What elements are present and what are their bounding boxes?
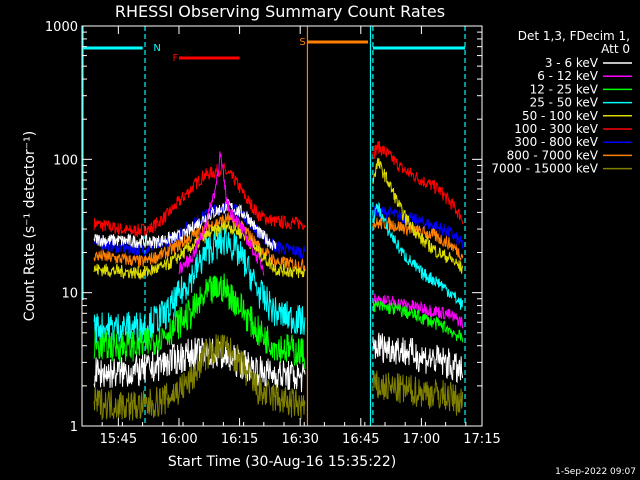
series-1-curve-5-1 — [372, 293, 464, 329]
legend-label-8: 7000 - 15000 keV — [491, 162, 598, 176]
x-axis-label: Start Time (30-Aug-16 15:35:22) — [168, 454, 396, 470]
y-tick-label-3: 1000 — [45, 20, 78, 35]
legend-label-4: 50 - 100 keV — [522, 109, 599, 123]
y-axis-label: Count Rate (s⁻¹ detector⁻¹) — [22, 131, 38, 321]
chart-title: RHESSI Observing Summary Count Rates — [115, 2, 445, 21]
annotation-n: N — [153, 43, 160, 54]
y-tick-label-1: 10 — [61, 287, 78, 302]
legend-label-5: 100 - 300 keV — [514, 122, 598, 136]
legend-label-0: 3 - 6 keV — [545, 56, 599, 70]
series-5-curve-0-0 — [93, 162, 306, 238]
legend-title-line-2: Att 0 — [601, 42, 630, 56]
legend-title-line-1: Det 1,3, FDecim 1, — [518, 29, 630, 43]
series-1-curve-5-0 — [178, 151, 265, 276]
series-8-curve-9-0 — [93, 334, 306, 421]
x-tick-label-6: 17:15 — [463, 432, 500, 447]
x-tick-label-2: 16:15 — [221, 432, 258, 447]
series-8-curve-9-1 — [372, 370, 464, 416]
series-4-curve-4-1 — [372, 157, 464, 274]
y-tick-label-2: 100 — [53, 153, 78, 168]
x-tick-label-1: 16:00 — [160, 432, 197, 447]
plot-frame — [81, 25, 483, 427]
series-7-curve-3-1 — [372, 215, 464, 261]
x-tick-label-0: 15:45 — [100, 432, 137, 447]
legend-label-1: 6 - 12 keV — [537, 69, 599, 83]
x-tick-label-5: 17:00 — [403, 432, 440, 447]
y-tick-label-0: 1 — [70, 420, 78, 435]
series-3-curve-6-0 — [93, 227, 306, 344]
series-0-curve-8-1 — [372, 332, 464, 384]
x-tick-label-4: 16:45 — [342, 432, 379, 447]
axis-ticks: 15:45 16:00 16:15 16:30 16:45 17:00 17:15 1 10 10… — [45, 20, 501, 447]
series-2-curve-7-0 — [93, 273, 306, 370]
plot-area: N F S — [82, 26, 466, 426]
series-5-curve-0-1 — [372, 140, 464, 225]
legend-label-3: 25 - 50 keV — [530, 96, 599, 110]
footer-timestamp: 1-Sep-2022 09:07 — [555, 467, 636, 477]
series-3-curve-6-1 — [372, 201, 464, 310]
annotation-f: F — [172, 53, 178, 64]
legend-label-6: 300 - 800 keV — [514, 135, 598, 149]
legend-label-2: 12 - 25 keV — [530, 82, 599, 96]
series-2-curve-7-1 — [372, 300, 464, 343]
annotation-s: S — [299, 37, 305, 48]
legend-label-7: 800 - 7000 keV — [507, 148, 599, 162]
x-tick-label-3: 16:30 — [281, 432, 318, 447]
